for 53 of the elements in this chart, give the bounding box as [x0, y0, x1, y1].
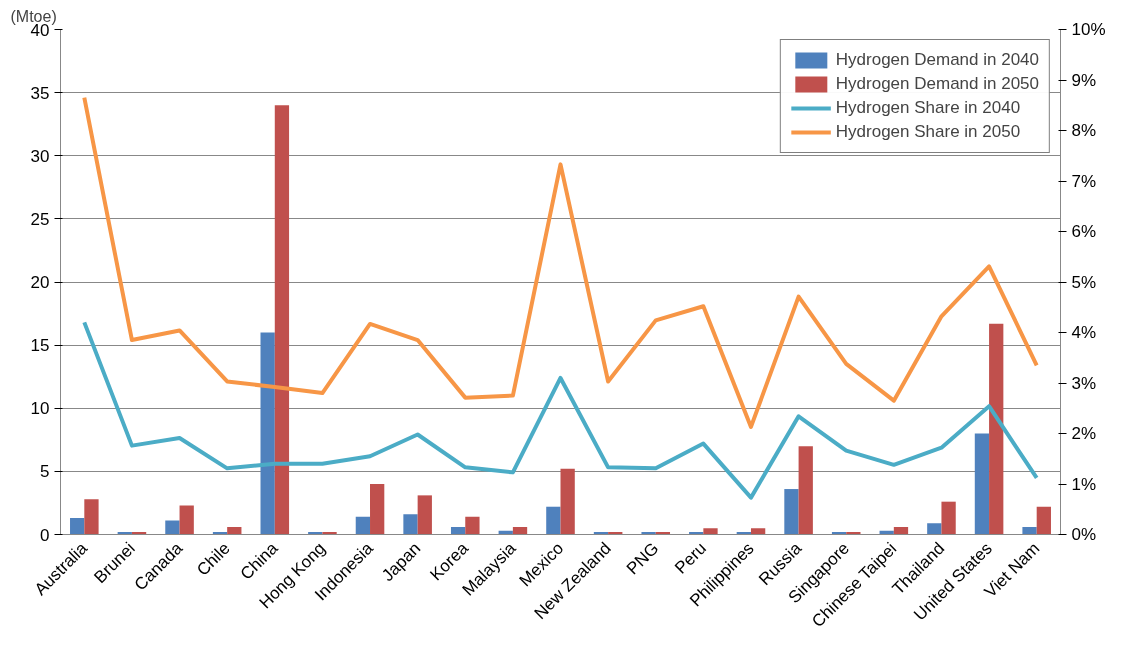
bar — [165, 520, 180, 535]
y2-tick-label: 0% — [1071, 525, 1097, 544]
y-tick-label: 0 — [40, 525, 50, 545]
bar — [989, 323, 1004, 535]
y2-tick-label: 1% — [1071, 474, 1097, 494]
y2-tick-label: 8% — [1071, 121, 1097, 140]
y-tick-label: 20 — [30, 273, 50, 292]
y-tick-label: 5 — [40, 462, 50, 482]
bar — [417, 495, 432, 535]
y2-tick-label: 4% — [1071, 323, 1097, 342]
bar — [450, 526, 466, 535]
bar — [1022, 526, 1037, 535]
legend-label: Hydrogen Share in 2040 — [835, 98, 1021, 118]
line-series — [82, 95, 1039, 429]
y-tick-label: 10 — [30, 399, 50, 419]
y-tick-label: 35 — [30, 83, 50, 103]
y-axis-title: (Mtoe) — [10, 7, 57, 25]
y2-tick-label: 9% — [1071, 70, 1097, 90]
bar — [465, 516, 480, 535]
bar — [179, 505, 194, 535]
legend-label: Hydrogen Demand in 2040 — [835, 50, 1039, 70]
legend-label: Hydrogen Share in 2050 — [835, 122, 1021, 142]
y2-tick-label: 3% — [1071, 373, 1097, 393]
y2-tick-label: 7% — [1071, 171, 1097, 191]
bar — [274, 105, 290, 535]
line-series — [82, 320, 1039, 500]
legend-label: Hydrogen Demand in 2050 — [835, 74, 1039, 94]
bar — [260, 332, 275, 535]
bar — [1036, 506, 1051, 535]
bar — [974, 433, 990, 535]
y-tick-label: 25 — [30, 209, 50, 229]
bar — [784, 489, 799, 535]
bar — [70, 518, 85, 535]
y-tick-label: 30 — [30, 146, 50, 166]
bar — [370, 484, 385, 535]
bar — [927, 523, 942, 535]
bar — [403, 514, 418, 535]
bar — [84, 499, 99, 535]
y-tick-label: 15 — [30, 336, 50, 356]
bar — [941, 501, 956, 535]
y2-tick-label: 5% — [1071, 272, 1097, 292]
y2-tick-label: 6% — [1071, 222, 1097, 241]
bar — [703, 528, 718, 535]
bar — [798, 446, 813, 535]
bar — [227, 526, 242, 535]
bar — [893, 526, 909, 535]
bar — [512, 526, 528, 535]
bar — [560, 468, 575, 535]
y2-tick-label: 10% — [1071, 20, 1106, 39]
y2-tick-label: 2% — [1071, 424, 1097, 443]
bar — [355, 516, 371, 535]
bar — [750, 528, 766, 535]
bar — [546, 506, 561, 535]
